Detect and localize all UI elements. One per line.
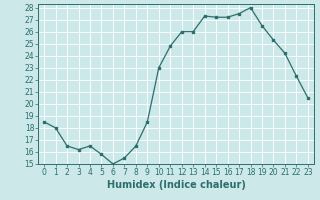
X-axis label: Humidex (Indice chaleur): Humidex (Indice chaleur) xyxy=(107,180,245,190)
